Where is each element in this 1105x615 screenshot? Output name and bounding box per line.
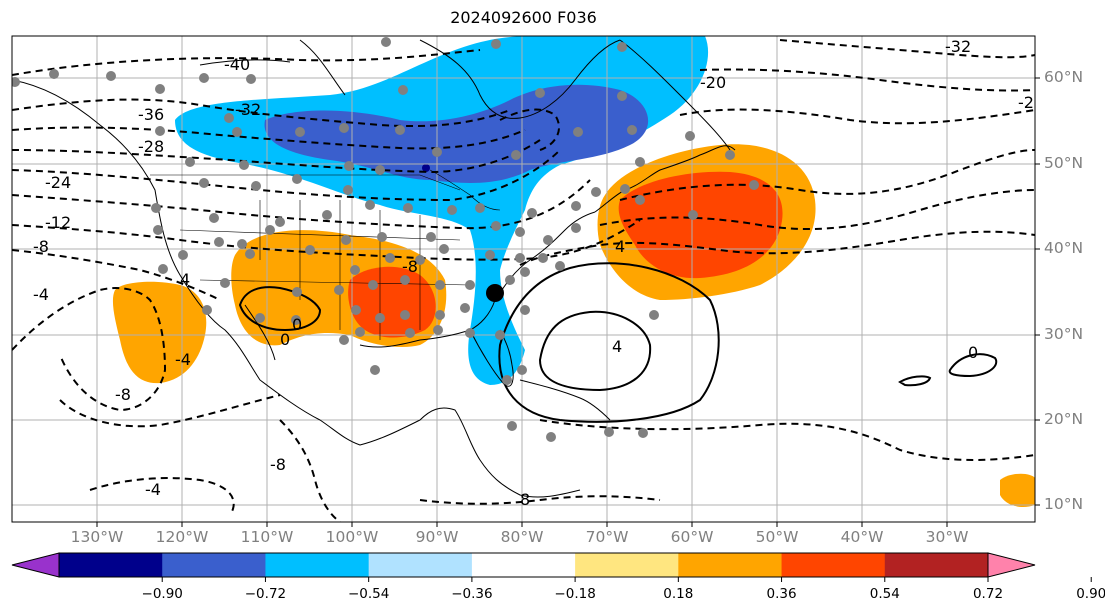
map-title: 2024092600 F036	[450, 8, 597, 27]
svg-text:0: 0	[280, 330, 290, 349]
svg-text:-8: -8	[33, 237, 49, 256]
station-markers	[12, 37, 759, 442]
highlight-station-marker	[486, 284, 504, 302]
svg-text:-8: -8	[402, 257, 418, 276]
svg-text:-8: -8	[115, 385, 131, 404]
colorbar-tick-label: 0.72	[972, 586, 1004, 602]
colorbar-tick-label: 0.36	[766, 586, 797, 602]
orange-anomaly-region-west	[112, 281, 1035, 507]
lon-label-120w: 120°W	[155, 528, 209, 546]
lat-label-60n: 60°N	[1044, 68, 1084, 86]
svg-text:-32: -32	[945, 37, 971, 56]
lon-label-30w: 30°W	[925, 528, 969, 546]
lon-label-100w: 100°W	[325, 528, 379, 546]
svg-text:4: 4	[615, 237, 625, 256]
lon-label-110w: 110°W	[240, 528, 294, 546]
blue-anomaly-region	[175, 36, 709, 385]
colorbar-tick-label: −0.54	[347, 586, 390, 602]
svg-text:-4: -4	[175, 350, 191, 369]
colorbar-tick-label: 0.18	[663, 586, 694, 602]
lat-label-30n: 30°N	[1044, 325, 1084, 343]
solid-contours	[238, 262, 998, 423]
svg-text:-12: -12	[45, 213, 71, 232]
dashed-contours	[12, 39, 1035, 522]
graticule	[12, 36, 1035, 522]
colorbar-tick-label: −0.36	[451, 586, 493, 602]
colorbar-tick-label: 0.54	[869, 586, 900, 602]
colorbar-tick-label: −0.72	[244, 586, 287, 602]
svg-text:4: 4	[612, 337, 622, 356]
lon-label-80w: 80°W	[500, 528, 544, 546]
svg-text:-24: -24	[45, 173, 71, 192]
colorbar-tick-label: −0.18	[554, 586, 596, 602]
coastlines	[12, 39, 736, 498]
svg-text:-4: -4	[145, 480, 161, 499]
svg-text:-28: -28	[138, 137, 164, 156]
colorbar-tick-label: −0.90	[141, 586, 183, 602]
svg-text:0: 0	[292, 315, 302, 334]
svg-text:-36: -36	[138, 105, 164, 124]
svg-text:8: 8	[520, 490, 530, 509]
lon-label-60w: 60°W	[670, 528, 714, 546]
svg-text:-2: -2	[1018, 93, 1034, 112]
lon-label-130w: 130°W	[70, 528, 124, 546]
colorbar-tick-label: 0.90	[1076, 586, 1105, 602]
svg-text:-40: -40	[224, 55, 250, 74]
lon-label-90w: 90°W	[415, 528, 459, 546]
lat-label-10n: 10°N	[1044, 495, 1084, 513]
map-frame	[11, 35, 1036, 523]
svg-text:-20: -20	[700, 73, 726, 92]
lat-label-20n: 20°N	[1044, 410, 1084, 428]
svg-text:-8: -8	[270, 455, 286, 474]
lat-label-40n: 40°N	[1044, 239, 1084, 257]
state-borders	[150, 169, 501, 340]
svg-text:0: 0	[968, 343, 978, 362]
orange-anomaly-region-east	[597, 144, 816, 300]
lon-label-70w: 70°W	[585, 528, 629, 546]
svg-text:-32: -32	[235, 100, 261, 119]
lon-label-40w: 40°W	[840, 528, 884, 546]
lon-label-50w: 50°W	[755, 528, 799, 546]
lat-label-50n: 50°N	[1044, 154, 1084, 172]
contour-labels: -40 -36 -32 -28 -24 -12 -8 -4 -4 -8 0 4 …	[33, 37, 1034, 509]
svg-text:4: 4	[180, 270, 190, 289]
svg-text:-4: -4	[33, 285, 49, 304]
